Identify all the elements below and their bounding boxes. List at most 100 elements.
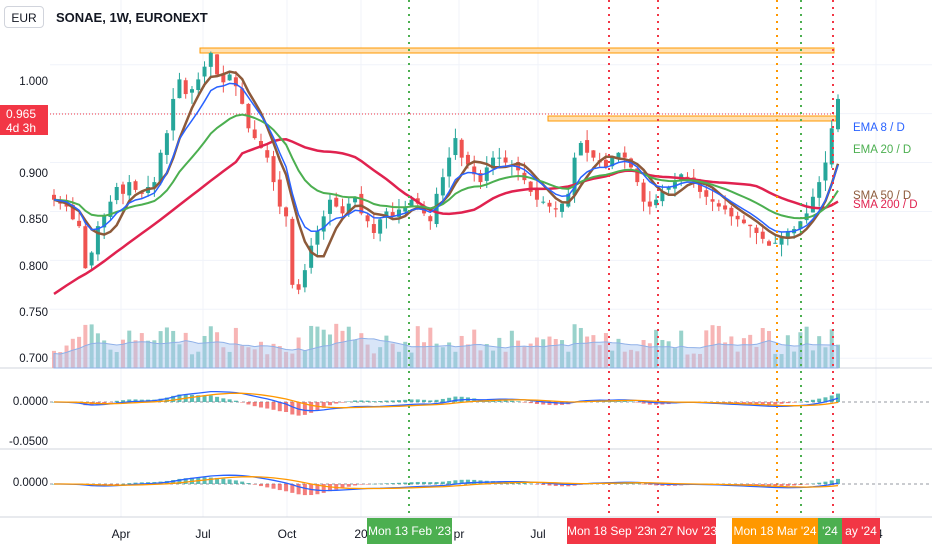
volume-bar: [277, 346, 282, 368]
macd-hist-bar: [171, 395, 176, 402]
macd-hist-bar: [428, 482, 433, 484]
volume-bar: [83, 324, 88, 368]
candle-body: [754, 227, 759, 233]
volume-bar: [365, 344, 370, 368]
macd-hist-bar: [359, 484, 364, 485]
macd-hist-bar: [315, 484, 320, 495]
legend-sma200[interactable]: SMA 200 / D: [853, 199, 918, 211]
volume-bar: [491, 350, 496, 368]
candle-body: [215, 54, 220, 75]
macd-hist-bar: [221, 478, 226, 484]
candle-body: [453, 138, 458, 156]
candle-body: [258, 141, 263, 148]
time-label: Oct: [277, 527, 297, 541]
candle-body: [735, 215, 740, 220]
ema8-line: [53, 82, 839, 233]
candle-body: [102, 215, 107, 228]
volume-bar: [792, 351, 797, 368]
volume-bar: [127, 330, 132, 368]
macd-hist-bar: [534, 484, 539, 485]
macd-hist-bar: [396, 482, 401, 484]
candle-body: [359, 193, 364, 214]
macd-hist-bar: [541, 484, 546, 485]
macd-hist-bar: [177, 394, 182, 402]
candle-body: [491, 157, 496, 169]
macd-hist-bar: [378, 483, 383, 485]
volume-bar: [710, 325, 715, 368]
volume-bar: [459, 335, 464, 368]
volume-bar: [152, 340, 157, 368]
macd-hist-bar: [616, 400, 621, 402]
candle-body: [447, 157, 452, 177]
volume-bar: [541, 339, 546, 368]
candle-body: [666, 187, 671, 190]
volume-bar: [422, 342, 427, 368]
price-label: 0.700: [19, 353, 48, 365]
candle-body: [196, 79, 201, 90]
volume-bar: [64, 345, 69, 368]
macd-hist-bar: [171, 479, 176, 484]
volume-bar: [196, 351, 201, 368]
volume-bar: [70, 338, 75, 368]
macd-hist-bar: [428, 400, 433, 402]
candle-body: [139, 192, 144, 194]
date-tag-nov23: n 27 Nov '23: [650, 518, 716, 544]
volume-bar: [139, 333, 144, 368]
date-tag-mar24: Mon 18 Mar '24: [732, 518, 818, 544]
grid-lines: [50, 0, 932, 517]
macd-hist-bar: [629, 401, 634, 402]
macd-hist-bar: [265, 484, 270, 488]
date-tag-sep23: Mon 18 Sep '23: [567, 518, 650, 544]
candle-body: [560, 203, 565, 212]
volume-bar: [95, 333, 100, 368]
volume-bar: [390, 343, 395, 368]
volume-bar: [215, 332, 220, 368]
macd-hist-bar: [422, 481, 427, 484]
macd-hist-bar: [741, 402, 746, 405]
macd-hist-bar: [120, 483, 125, 485]
macd-hist-bar: [334, 402, 339, 404]
macd-hist-bar: [409, 399, 414, 402]
currency-button[interactable]: EUR: [4, 6, 44, 28]
legend-ema20[interactable]: EMA 20 / D: [853, 144, 912, 156]
candle-body: [528, 181, 533, 192]
candle-body: [685, 176, 690, 178]
candle-body: [804, 213, 809, 221]
candle-body: [578, 142, 583, 156]
macd-hist-bar: [240, 402, 245, 403]
volume-bar: [773, 353, 778, 368]
macd-hist-bar: [240, 481, 245, 484]
macd-hist-bar: [748, 402, 753, 405]
macd1-axis-label: 0.0000: [12, 396, 48, 408]
volume-bar: [334, 323, 339, 368]
candle-body: [365, 215, 370, 222]
macd-hist-bar: [164, 397, 169, 402]
legend-ema8[interactable]: EMA 8 / D: [853, 122, 905, 134]
candle-body: [233, 77, 238, 87]
volume-bar: [603, 333, 608, 368]
candle-body: [785, 231, 790, 239]
volume-bar: [672, 348, 677, 368]
candle-body: [591, 150, 596, 158]
volume-bar: [572, 324, 577, 368]
candle-body: [183, 80, 188, 95]
macd-hist-bar: [321, 484, 326, 493]
volume-bar: [428, 327, 433, 368]
volume-ma-area: [53, 337, 839, 369]
macd-hist-bar: [346, 484, 351, 487]
legend-sma50[interactable]: SMA 50 / D: [853, 190, 912, 202]
macd-hist-bar: [102, 402, 107, 404]
macd-hist-bar: [622, 400, 627, 402]
macd-hist-bar: [183, 478, 188, 484]
macd-hist-bar: [296, 484, 301, 495]
volume-bar: [616, 338, 621, 368]
volume-bar: [729, 336, 734, 368]
candle-body: [202, 66, 207, 77]
macd-hist-bar: [290, 402, 295, 415]
macd-hist-bar: [252, 484, 257, 485]
candle-body: [760, 231, 765, 239]
volume-bar: [353, 339, 358, 368]
volume-bar: [252, 349, 257, 368]
candle-body: [346, 203, 351, 212]
